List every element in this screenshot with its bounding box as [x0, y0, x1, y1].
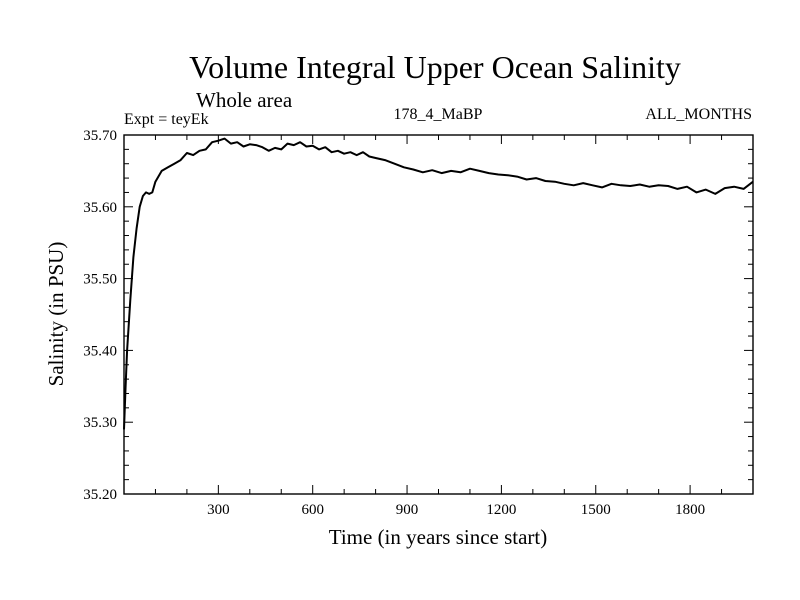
- y-tick-label: 35.40: [83, 343, 117, 359]
- x-axis-label: Time (in years since start): [329, 525, 548, 549]
- x-tick-labels: 300 600 900 1200 1500 1800: [207, 502, 705, 518]
- y-tick-label: 35.70: [83, 128, 117, 144]
- y-axis-label: Salinity (in PSU): [44, 242, 68, 387]
- subtitle-region: Whole area: [196, 88, 293, 112]
- y-tick-label: 35.20: [83, 487, 117, 503]
- x-tick-label: 1200: [486, 502, 516, 518]
- expt-label: Expt = teyEk: [124, 111, 209, 128]
- y-tick-labels: 35.20 35.30 35.40 35.50 35.60 35.70: [83, 128, 117, 503]
- y-tick-label: 35.50: [83, 272, 117, 288]
- y-tick-label: 35.60: [83, 200, 117, 216]
- axis-ticks: [124, 135, 753, 494]
- x-tick-label: 600: [301, 502, 324, 518]
- x-tick-label: 1800: [675, 502, 705, 518]
- subtitle-months: ALL_MONTHS: [645, 106, 752, 123]
- plot-frame: [123, 134, 754, 495]
- x-tick-label: 900: [396, 502, 419, 518]
- y-tick-label: 35.30: [83, 415, 117, 431]
- x-tick-label: 1500: [581, 502, 611, 518]
- subtitle-experiment-code: 178_4_MaBP: [394, 106, 483, 123]
- x-tick-label: 300: [207, 502, 230, 518]
- salinity-series-line: [123, 137, 754, 430]
- chart-title: Volume Integral Upper Ocean Salinity: [189, 49, 681, 85]
